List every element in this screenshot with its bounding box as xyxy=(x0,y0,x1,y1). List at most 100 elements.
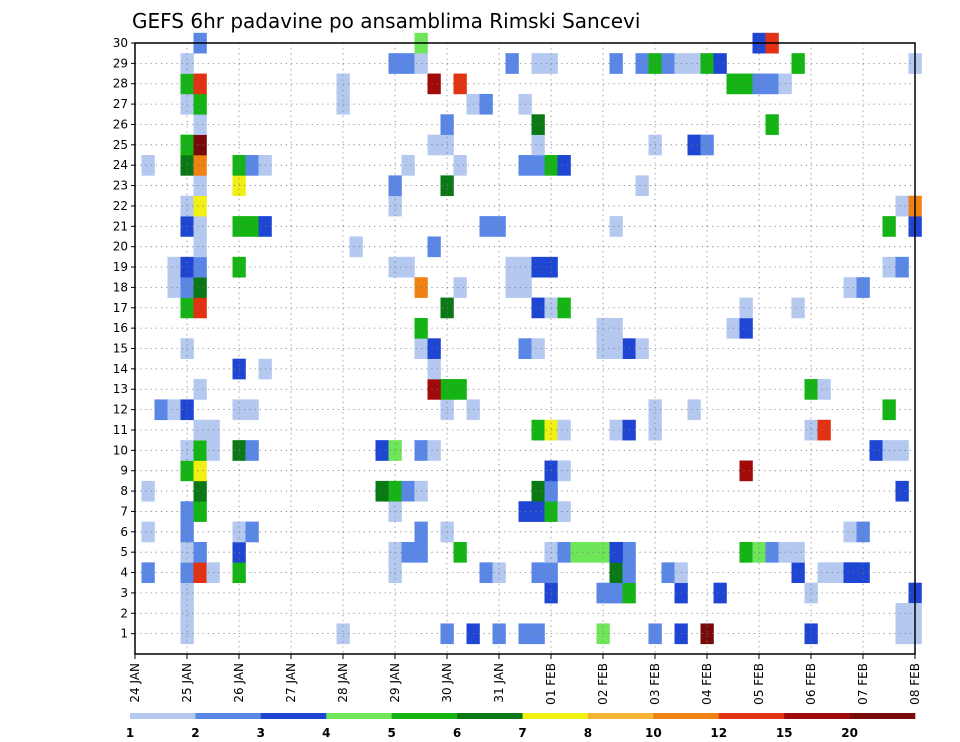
grid-layer xyxy=(135,42,915,654)
precip-cell xyxy=(557,460,571,482)
precip-cell xyxy=(479,562,493,584)
colorbar-label: 6 xyxy=(453,726,461,740)
precip-cell xyxy=(401,480,415,502)
precip-cell xyxy=(193,480,207,502)
precip-cell xyxy=(193,440,207,461)
x-tick-label: 05 FEB xyxy=(752,663,766,705)
precip-cell xyxy=(167,399,181,421)
precip-cell xyxy=(895,603,909,624)
precip-cell xyxy=(245,399,259,421)
y-tick-label: 18 xyxy=(113,280,128,294)
precip-cell xyxy=(505,256,519,278)
precip-cell xyxy=(531,419,545,441)
precip-cell xyxy=(193,297,207,319)
precip-cell xyxy=(427,358,441,380)
colorbar-segment xyxy=(653,713,720,719)
precip-cell xyxy=(531,53,545,74)
precip-cell xyxy=(193,562,207,584)
y-tick-label: 30 xyxy=(113,36,128,50)
y-tick-label: 5 xyxy=(120,545,128,559)
precip-cell xyxy=(609,216,623,237)
precip-cell xyxy=(193,114,207,135)
x-tick-label: 31 JAN xyxy=(492,663,506,703)
precip-cell xyxy=(817,379,831,400)
precip-cell xyxy=(713,53,727,74)
precip-cell xyxy=(765,73,779,95)
precip-cell xyxy=(531,297,545,319)
precip-cell xyxy=(739,541,753,563)
precip-cell xyxy=(843,562,857,584)
precip-cell xyxy=(193,460,207,482)
y-axis: 1234567891011121314151617181920212223242… xyxy=(113,36,135,641)
precip-cell xyxy=(193,195,207,217)
precip-cell xyxy=(427,134,441,156)
precip-cell xyxy=(713,582,727,604)
colorbar-segment xyxy=(260,713,327,719)
precip-cell xyxy=(817,562,831,584)
precip-cell xyxy=(687,53,701,74)
precip-cell xyxy=(895,440,909,461)
y-tick-label: 8 xyxy=(120,484,128,498)
precip-cell xyxy=(609,541,623,563)
precip-cell xyxy=(193,236,207,258)
precip-cell xyxy=(193,93,207,115)
precip-cell xyxy=(141,521,155,543)
precip-cell xyxy=(843,277,857,298)
colorbar-label: 2 xyxy=(191,726,199,740)
y-tick-label: 17 xyxy=(113,301,128,315)
x-tick-label: 02 FEB xyxy=(596,663,610,705)
y-tick-label: 21 xyxy=(113,219,128,233)
x-tick-label: 28 JAN xyxy=(336,663,350,703)
precip-cell xyxy=(843,521,857,543)
colorbar-label: 5 xyxy=(387,726,395,740)
x-tick-label: 08 FEB xyxy=(908,663,922,705)
precip-cell xyxy=(375,440,389,461)
precip-cell xyxy=(583,541,597,563)
precip-cell xyxy=(531,501,545,522)
precip-cell xyxy=(609,338,623,359)
precip-cell xyxy=(193,541,207,563)
precip-cell xyxy=(401,541,415,563)
precip-cell xyxy=(427,73,441,95)
x-tick-label: 26 JAN xyxy=(232,663,246,703)
precip-cell xyxy=(557,155,571,176)
x-tick-label: 01 FEB xyxy=(544,663,558,705)
colorbar-label: 3 xyxy=(257,726,265,740)
precip-cell xyxy=(531,338,545,359)
y-tick-label: 15 xyxy=(113,342,128,356)
precip-cell xyxy=(765,114,779,135)
colorbar-label: 8 xyxy=(584,726,592,740)
precip-cell xyxy=(557,501,571,522)
precip-cell xyxy=(141,562,155,584)
y-tick-label: 20 xyxy=(113,240,128,254)
colorbar-segment xyxy=(130,713,196,719)
precip-cell xyxy=(661,53,675,74)
precip-cell xyxy=(791,541,805,563)
precip-cell xyxy=(141,480,155,502)
y-tick-label: 13 xyxy=(113,382,128,396)
precip-cell xyxy=(193,175,207,197)
precip-cell xyxy=(531,623,545,645)
precip-cell xyxy=(245,521,259,543)
precip-cell xyxy=(635,175,649,197)
precip-cell xyxy=(895,623,909,645)
precip-cell xyxy=(531,480,545,502)
precip-cell xyxy=(557,541,571,563)
precip-cell xyxy=(193,379,207,400)
y-tick-label: 29 xyxy=(113,56,128,70)
precip-cell xyxy=(817,419,831,441)
precip-cell xyxy=(531,562,545,584)
x-tick-label: 30 JAN xyxy=(440,663,454,703)
precip-cell xyxy=(401,53,415,74)
precip-cell xyxy=(245,216,259,237)
y-tick-label: 7 xyxy=(120,504,128,518)
colorbar-segment xyxy=(522,713,589,719)
y-tick-label: 4 xyxy=(120,566,128,580)
precip-cell xyxy=(609,317,623,339)
precip-cell xyxy=(427,440,441,461)
precip-cell xyxy=(453,277,467,298)
precip-cell xyxy=(245,440,259,461)
colorbar-segment xyxy=(195,713,262,719)
precip-cell xyxy=(375,480,389,502)
